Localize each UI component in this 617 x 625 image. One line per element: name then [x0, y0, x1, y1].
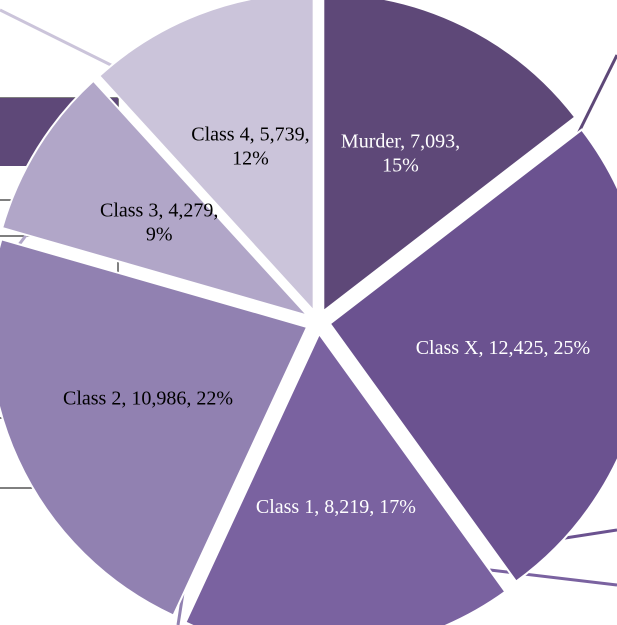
data-label-line: 9% — [146, 223, 173, 245]
pie-slice — [184, 331, 507, 625]
data-label-line: 15% — [382, 154, 419, 176]
data-label: Class 3, 4,279, 9% — [100, 199, 218, 245]
data-label: Class 2, 10,986, 22% — [63, 387, 233, 409]
data-label-line: 12% — [232, 147, 269, 169]
data-label-line: Class X, 12,425, 25% — [416, 336, 590, 358]
pie-slice — [328, 128, 617, 583]
data-label-line: Class 2, 10,986, 22% — [63, 387, 233, 409]
pie-slice — [322, 0, 577, 314]
leader-line — [0, 8, 126, 74]
data-label: Class 1, 8,219, 17% — [256, 496, 416, 518]
data-label-line: Class 3, 4,279, — [100, 199, 218, 221]
pie-slice — [97, 0, 315, 314]
data-label: Class X, 12,425, 25% — [416, 336, 590, 358]
data-label-line: Class 4, 5,739, — [191, 123, 309, 145]
data-label: Murder, 7,093, 15% — [341, 130, 460, 176]
pie-slice — [0, 238, 309, 617]
pie-slice — [0, 79, 311, 318]
data-label-line: Murder, 7,093, — [341, 130, 460, 152]
data-label: Class 4, 5,739, 12% — [191, 123, 309, 169]
data-label-line: Class 1, 8,219, 17% — [256, 496, 416, 518]
